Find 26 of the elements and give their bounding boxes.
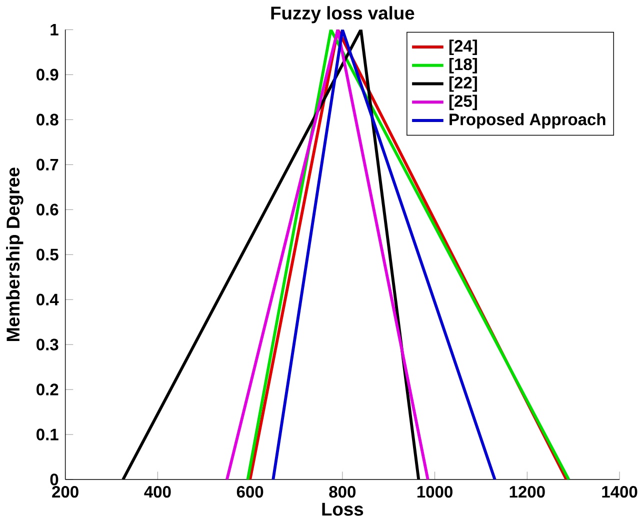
- y-axis-title: Membership Degree: [6, 168, 24, 342]
- x-axis-title: Loss: [322, 503, 364, 516]
- y-tick-label: 0.9: [36, 68, 58, 81]
- legend-label: Proposed Approach: [450, 113, 606, 129]
- y-tick-label: 0.7: [36, 158, 58, 171]
- y-tick-label: 0.6: [36, 204, 58, 216]
- y-tick-label: 1: [50, 24, 58, 36]
- y-tick-label: 0.5: [36, 248, 58, 261]
- x-tick-label: 200: [52, 486, 78, 498]
- y-tick-label: 0.2: [36, 384, 58, 396]
- y-tick-label: 0.1: [36, 428, 58, 440]
- y-tick-label: 0.8: [36, 114, 58, 126]
- chart-title: Fuzzy loss value: [271, 6, 414, 24]
- x-tick-label: 1000: [417, 486, 452, 498]
- x-tick-label: 1200: [510, 486, 545, 498]
- x-tick-label: 400: [144, 486, 171, 498]
- y-tick-label: 0.4: [36, 294, 59, 306]
- y-tick-label: 0: [50, 474, 58, 486]
- legend-label: [18]: [449, 58, 477, 74]
- legend-label: [22]: [449, 76, 477, 92]
- x-tick-label: 800: [329, 486, 356, 498]
- legend-label: [24]: [449, 40, 477, 56]
- legend-label: [25]: [449, 94, 477, 110]
- y-tick-label: 0.3: [36, 338, 58, 350]
- x-tick-label: 1400: [602, 486, 638, 498]
- x-tick-label: 600: [236, 486, 264, 498]
